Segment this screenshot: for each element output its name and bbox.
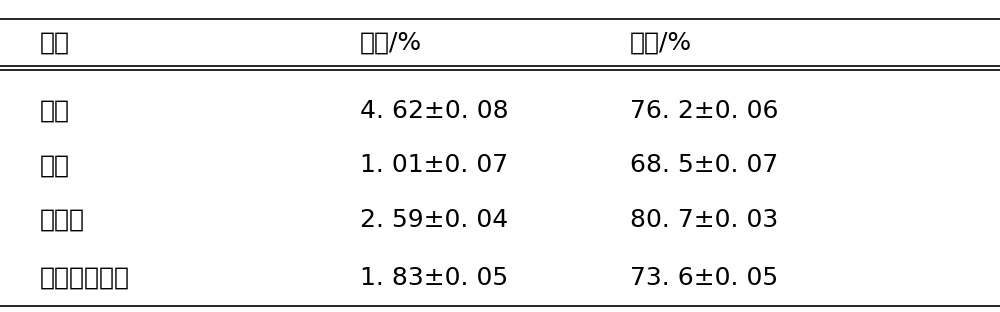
Text: 蛋白质: 蛋白质 <box>40 208 85 232</box>
Text: 80. 7±0. 03: 80. 7±0. 03 <box>630 208 778 232</box>
Text: 纯度/%: 纯度/% <box>630 31 692 55</box>
Text: 植酸: 植酸 <box>40 154 70 177</box>
Text: 4. 62±0. 08: 4. 62±0. 08 <box>360 99 509 123</box>
Text: 1. 83±0. 05: 1. 83±0. 05 <box>360 266 508 290</box>
Text: 组分: 组分 <box>40 31 70 55</box>
Text: 阿拉伯木聚糖: 阿拉伯木聚糖 <box>40 266 130 290</box>
Text: 73. 6±0. 05: 73. 6±0. 05 <box>630 266 778 290</box>
Text: 1. 01±0. 07: 1. 01±0. 07 <box>360 154 508 177</box>
Text: 68. 5±0. 07: 68. 5±0. 07 <box>630 154 778 177</box>
Text: 2. 59±0. 04: 2. 59±0. 04 <box>360 208 508 232</box>
Text: 淀粉: 淀粉 <box>40 99 70 123</box>
Text: 76. 2±0. 06: 76. 2±0. 06 <box>630 99 778 123</box>
Text: 得率/%: 得率/% <box>360 31 422 55</box>
